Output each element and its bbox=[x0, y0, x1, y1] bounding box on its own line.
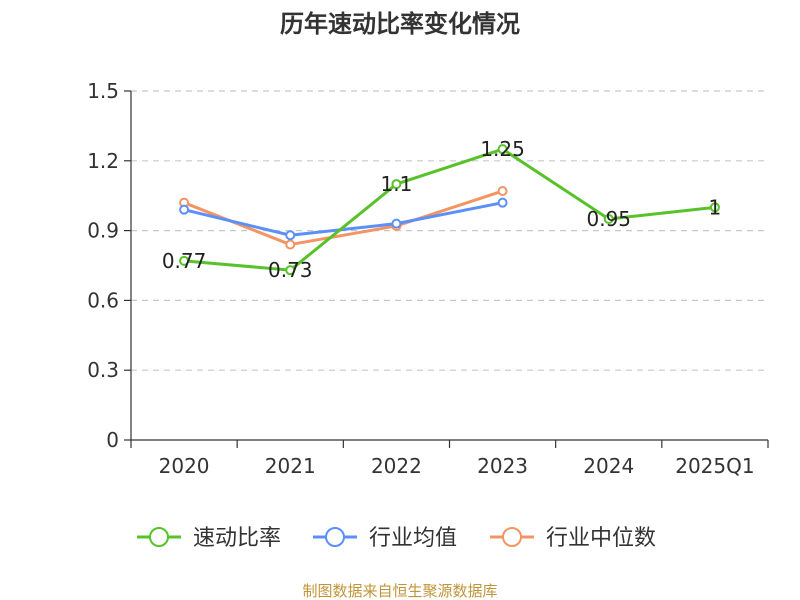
data-label: 0.77 bbox=[162, 249, 207, 273]
data-point bbox=[179, 255, 190, 266]
legend-swatch-marker bbox=[149, 527, 169, 547]
data-point bbox=[497, 186, 508, 197]
data-label: 0.73 bbox=[268, 258, 313, 282]
x-tick-label: 2023 bbox=[477, 454, 528, 478]
y-tick-label: 0.6 bbox=[87, 288, 119, 312]
data-point bbox=[709, 202, 720, 213]
series-line bbox=[183, 201, 503, 237]
data-point bbox=[497, 144, 508, 155]
legend-item: 行业中位数 bbox=[490, 526, 656, 551]
legend-label: 速动比率 bbox=[193, 526, 281, 551]
legend-item: 行业均值 bbox=[313, 526, 457, 551]
data-label: 1.25 bbox=[480, 137, 525, 161]
data-point bbox=[285, 230, 296, 241]
legend-label: 行业中位数 bbox=[546, 526, 656, 551]
series-line bbox=[183, 147, 716, 272]
legend-label: 行业均值 bbox=[369, 526, 457, 551]
data-point bbox=[285, 239, 296, 250]
legend-swatch-marker bbox=[502, 527, 522, 547]
legend-item: 速动比率 bbox=[137, 526, 281, 551]
data-point bbox=[603, 213, 614, 224]
data-point bbox=[179, 204, 190, 215]
y-tick-label: 0.9 bbox=[87, 219, 119, 243]
y-tick-label: 0 bbox=[106, 428, 119, 452]
legend-swatch-marker bbox=[325, 527, 345, 547]
series-line bbox=[183, 189, 504, 247]
data-label: 1.1 bbox=[381, 172, 413, 196]
data-point bbox=[285, 265, 296, 276]
data-point bbox=[391, 179, 402, 190]
legend: 速动比率 行业均值 行业中位数 bbox=[137, 526, 656, 551]
data-label: 1 bbox=[709, 195, 722, 219]
data-point bbox=[497, 197, 508, 208]
data-point bbox=[391, 218, 402, 229]
chart-title: 历年速动比率变化情况 bbox=[280, 10, 520, 38]
data-labels: 0.77 0.73 1.1 1.25 0.95 1 bbox=[162, 137, 721, 282]
y-tick-label: 0.3 bbox=[87, 358, 119, 382]
axes: 0 0.3 0.6 0.9 1.2 1.5 2020 2021 2022 2023 2024 2025… bbox=[87, 79, 769, 478]
y-tick-label: 1.5 bbox=[87, 79, 119, 103]
grid-lines bbox=[131, 90, 768, 371]
x-tick-label: 2024 bbox=[583, 454, 634, 478]
data-label: 0.95 bbox=[586, 207, 631, 231]
x-tick-label: 2021 bbox=[265, 454, 316, 478]
series-layer bbox=[179, 144, 720, 276]
y-tick-label: 1.2 bbox=[87, 149, 119, 173]
x-tick-label: 2020 bbox=[159, 454, 210, 478]
source-note: 制图数据来自恒生聚源数据库 bbox=[302, 582, 497, 600]
x-tick-label: 2025Q1 bbox=[675, 454, 754, 478]
x-tick-label: 2022 bbox=[371, 454, 422, 478]
